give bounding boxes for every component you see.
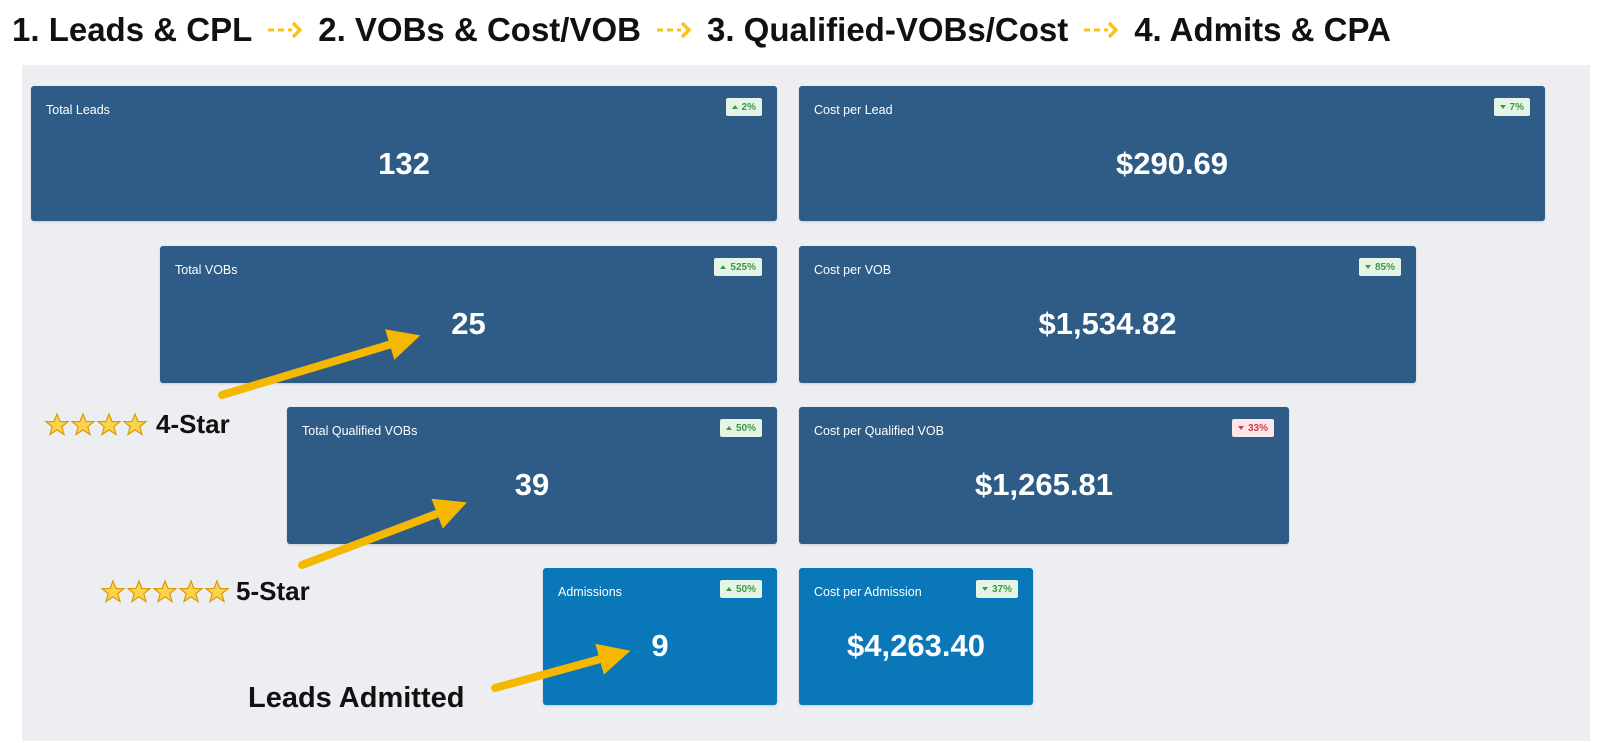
- trend-icon: [725, 426, 732, 430]
- change-badge: 2%: [725, 98, 762, 116]
- change-text: 525%: [730, 261, 756, 273]
- card-label: Admissions: [558, 585, 622, 599]
- card-label: Cost per Lead: [814, 103, 893, 117]
- step: 3. Qualified-VOBs/Cost: [706, 11, 1069, 48]
- step: 2. VOBs & Cost/VOB: [318, 11, 641, 48]
- trend-icon: [720, 265, 727, 269]
- card-value: 25: [451, 306, 486, 341]
- annotation: 5-Star: [236, 576, 310, 606]
- change-badge: 33%: [1231, 419, 1274, 437]
- step-arrow: [656, 21, 692, 39]
- change-text: 50%: [735, 583, 756, 595]
- metric-card: Cost per Lead $290.69 7%: [799, 86, 1545, 221]
- card-label: Cost per VOB: [814, 263, 892, 277]
- card-value: 132: [378, 146, 430, 181]
- trend-icon: [731, 105, 738, 109]
- change-badge: 50%: [719, 419, 762, 437]
- step: 4. Admits & CPA: [1134, 11, 1391, 48]
- metric-card: Admissions 9 50%: [543, 568, 777, 705]
- metric-card: Total Qualified VOBs 39 50%: [287, 407, 777, 544]
- trend-icon: [1499, 105, 1506, 109]
- metric-card: Total Leads 132 2%: [31, 86, 777, 221]
- change-text: 7%: [1509, 101, 1524, 113]
- metric-card: Cost per Qualified VOB $1,265.81 33%: [799, 407, 1289, 544]
- trend-icon: [1237, 426, 1244, 430]
- change-badge: 85%: [1358, 258, 1401, 276]
- funnel-steps: 1. Leads & CPL 2. VOBs & Cost/VOB 3. Qua…: [12, 6, 1391, 54]
- card-label: Total Qualified VOBs: [302, 424, 418, 438]
- dashboard-panel: Total Leads 132 2% Cost per Lead $290.69 7% To…: [22, 65, 1590, 741]
- card-value: $1,265.81: [975, 467, 1113, 502]
- change-text: 50%: [735, 422, 756, 434]
- card-label: Total VOBs: [175, 263, 238, 277]
- metric-card: Total VOBs 25 525%: [160, 246, 777, 383]
- annotation: Leads Admitted: [248, 682, 465, 714]
- card-value: $1,534.82: [1038, 306, 1177, 341]
- change-badge: 37%: [975, 580, 1018, 598]
- annotation: 4-Star: [156, 409, 230, 439]
- card-value: 9: [651, 628, 669, 663]
- step-arrow: [268, 21, 303, 39]
- change-text: 85%: [1374, 261, 1395, 273]
- metric-card: Cost per VOB $1,534.82 85%: [799, 246, 1416, 383]
- change-badge: 7%: [1493, 98, 1530, 116]
- change-badge: 50%: [719, 580, 762, 598]
- card-label: Cost per Admission: [814, 585, 922, 599]
- metric-card: Cost per Admission $4,263.40 37%: [799, 568, 1033, 705]
- trend-icon: [981, 587, 988, 591]
- step-arrow: [1084, 21, 1119, 39]
- change-text: 33%: [1247, 422, 1268, 434]
- card-value: $290.69: [1115, 146, 1229, 181]
- change-badge: 525%: [714, 258, 762, 276]
- card-label: Total Leads: [46, 103, 110, 117]
- card-value: $4,263.40: [847, 628, 985, 663]
- card-value: 39: [514, 467, 550, 502]
- change-text: 2%: [741, 101, 756, 113]
- change-text: 37%: [991, 583, 1012, 595]
- trend-icon: [1364, 265, 1371, 269]
- trend-icon: [725, 587, 732, 591]
- card-label: Cost per Qualified VOB: [814, 424, 944, 438]
- step: 1. Leads & CPL: [12, 11, 253, 48]
